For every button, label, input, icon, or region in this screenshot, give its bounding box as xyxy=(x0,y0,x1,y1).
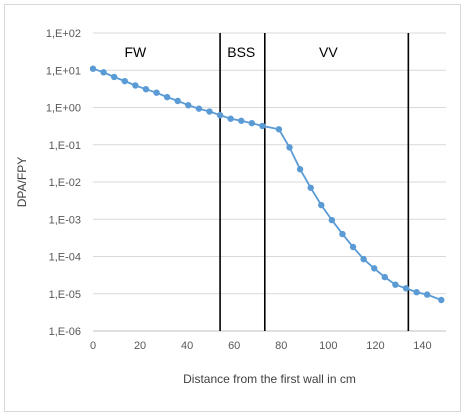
data-point xyxy=(153,89,160,96)
data-point xyxy=(216,112,224,119)
data-point xyxy=(296,166,304,173)
data-point xyxy=(438,296,445,304)
x-tick-label: 140 xyxy=(413,340,431,352)
data-point xyxy=(307,184,314,191)
data-point xyxy=(195,105,203,112)
data-point xyxy=(259,122,266,130)
data-point xyxy=(371,265,378,272)
y-tick-label: 1,E-04 xyxy=(49,252,81,264)
data-point xyxy=(286,144,293,151)
data-point xyxy=(392,281,399,288)
x-tick-label: 0 xyxy=(90,340,96,352)
x-tick-label: 60 xyxy=(228,340,240,352)
x-tick-label: 20 xyxy=(134,340,146,352)
region-label: FW xyxy=(124,44,147,60)
data-point xyxy=(121,77,128,85)
y-tick-label: 1,E-01 xyxy=(49,140,81,152)
data-point xyxy=(402,285,410,292)
y-tick-label: 1,E-06 xyxy=(49,326,81,338)
data-point xyxy=(110,73,118,81)
data-point xyxy=(163,93,171,101)
data-point xyxy=(206,108,213,115)
data-point xyxy=(339,230,346,238)
x-tick-label: 80 xyxy=(275,340,287,352)
data-point xyxy=(349,243,357,251)
y-tick-label: 1,E-02 xyxy=(49,177,81,189)
data-point xyxy=(423,291,431,298)
data-point xyxy=(89,65,97,72)
data-point xyxy=(100,69,107,76)
y-axis-title: DPA/FPY xyxy=(15,157,29,207)
y-tick-label: 1,E+01 xyxy=(46,65,81,77)
data-point xyxy=(248,119,256,127)
data-point xyxy=(185,102,192,109)
region-label: BSS xyxy=(227,44,255,60)
x-tick-label: 100 xyxy=(319,340,337,352)
data-point xyxy=(142,85,150,93)
y-tick-label: 1,E-05 xyxy=(49,289,81,301)
x-tick-label: 120 xyxy=(366,340,384,352)
data-point xyxy=(132,82,139,89)
data-point xyxy=(381,273,389,281)
data-point xyxy=(238,117,245,124)
data-point xyxy=(174,97,181,105)
data-point xyxy=(328,216,336,224)
y-tick-label: 1,E-03 xyxy=(49,214,81,226)
chart-frame xyxy=(4,4,461,412)
y-tick-label: 1,E+02 xyxy=(46,28,81,40)
y-tick-label: 1,E+00 xyxy=(46,103,81,115)
data-point xyxy=(360,255,367,263)
data-point xyxy=(413,289,420,296)
data-point xyxy=(275,126,283,133)
data-point xyxy=(227,115,234,122)
x-tick-label: 40 xyxy=(181,340,193,352)
data-point xyxy=(318,201,325,209)
region-label: VV xyxy=(319,44,338,60)
x-axis-title: Distance from the first wall in cm xyxy=(183,372,356,386)
series-line xyxy=(92,67,442,301)
